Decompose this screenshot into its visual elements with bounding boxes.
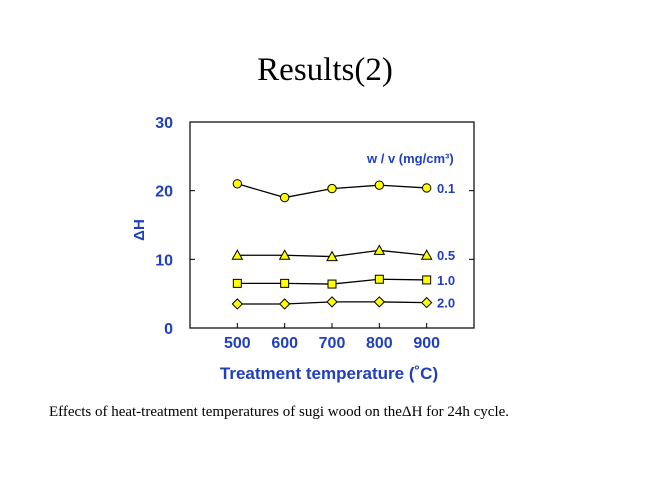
data-point-2.0 bbox=[326, 296, 338, 308]
y-tick-label: 30 bbox=[155, 115, 173, 132]
data-point-2.0 bbox=[373, 296, 386, 308]
figure-caption: Effects of heat-treatment temperatures o… bbox=[49, 404, 510, 420]
series-label-2.0: 2.0 bbox=[437, 296, 455, 311]
data-point-0.5 bbox=[373, 244, 386, 255]
x-tick-label: 500 bbox=[224, 335, 251, 352]
data-point-1.0 bbox=[327, 279, 337, 289]
slide-title: Results(2) bbox=[257, 52, 393, 88]
x-axis-label: Treatment temperature (˚C) bbox=[220, 364, 438, 383]
data-point-1.0 bbox=[422, 275, 432, 285]
data-point-1.0 bbox=[280, 278, 290, 288]
x-tick-label: 800 bbox=[366, 335, 393, 352]
legend: 0.1 0.5 1.0 2.0 bbox=[437, 181, 455, 311]
y-tick-label: 20 bbox=[155, 184, 173, 201]
data-point-0.1 bbox=[421, 183, 432, 193]
y-tick-label: 10 bbox=[155, 252, 173, 269]
data-point-2.0 bbox=[231, 298, 244, 310]
data-point-1.0 bbox=[374, 274, 384, 284]
data-point-2.0 bbox=[278, 298, 291, 310]
y-axis: 0 10 20 30 bbox=[155, 115, 474, 338]
data-point-0.1 bbox=[232, 179, 243, 189]
x-tick-label: 900 bbox=[413, 335, 440, 352]
y-tick-label: 0 bbox=[164, 321, 173, 338]
x-tick-label: 700 bbox=[319, 335, 346, 352]
data-point-0.5 bbox=[420, 249, 433, 260]
legend-title: w / v (mg/cm³) bbox=[366, 151, 454, 166]
data-point-0.5 bbox=[326, 250, 338, 262]
data-point-0.1 bbox=[374, 180, 385, 190]
data-point-0.1 bbox=[279, 192, 290, 203]
series-label-0.5: 0.5 bbox=[437, 248, 455, 263]
series-label-1.0: 1.0 bbox=[437, 273, 455, 288]
plot-series bbox=[231, 179, 433, 310]
series-label-0.1: 0.1 bbox=[437, 181, 455, 196]
data-point-1.0 bbox=[232, 278, 242, 288]
data-point-0.1 bbox=[327, 183, 337, 194]
x-axis: 500 600 700 800 900 bbox=[224, 323, 440, 352]
x-tick-label: 600 bbox=[271, 335, 298, 352]
data-point-2.0 bbox=[420, 296, 433, 309]
data-point-0.5 bbox=[278, 249, 291, 260]
y-axis-label: ΔH bbox=[131, 219, 148, 241]
data-point-0.5 bbox=[231, 249, 244, 260]
